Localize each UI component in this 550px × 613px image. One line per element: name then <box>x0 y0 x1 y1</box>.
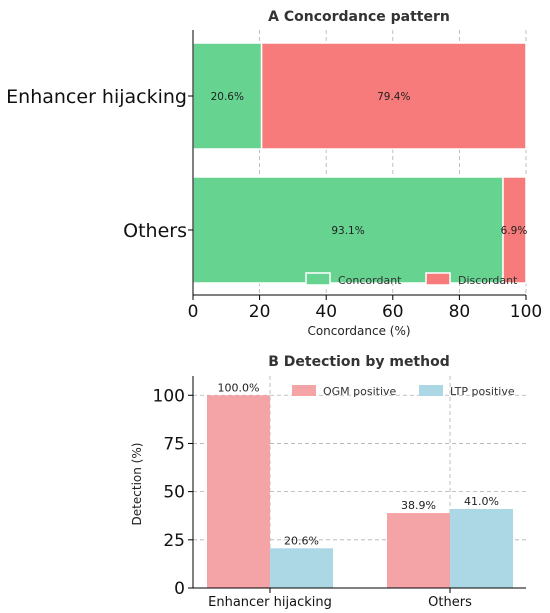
bar-ltp-positive <box>450 508 513 588</box>
panel-a-category-labels: Enhancer hijacking Others <box>6 86 193 242</box>
panel-b-legend: OGM positive LTP positive <box>292 385 515 398</box>
bar-ogm-positive <box>207 395 270 588</box>
data-label: 100.0% <box>218 381 260 394</box>
legend-label: Concordant <box>338 274 402 287</box>
data-label: 6.9% <box>501 225 528 237</box>
panel-a-bars <box>192 42 527 284</box>
bar-discordant <box>502 176 527 284</box>
panel-a-bar-labels: 20.6% 79.4% 93.1% 6.9% <box>211 91 528 237</box>
y-tick-label: 50 <box>163 483 185 503</box>
x-tick-label: 60 <box>382 302 404 322</box>
bar-concordant <box>192 176 504 284</box>
panel-a-concordance: A Concordance pattern 20.6% 79.4% 93.1% 6.9… <box>6 9 542 338</box>
panel-a-x-axis-label: Concordance (%) <box>307 324 410 338</box>
panel-a-axes <box>192 30 526 296</box>
data-label: 41.0% <box>464 495 499 508</box>
category-label: Others <box>123 220 187 242</box>
panel-b-title: B Detection by method <box>268 354 450 370</box>
legend-label: LTP positive <box>450 385 515 398</box>
bar-discordant <box>260 42 527 150</box>
category-label: Others <box>428 595 472 610</box>
x-tick-label: 0 <box>188 302 199 322</box>
panel-b-axes <box>192 376 526 589</box>
bar-concordant <box>192 42 263 150</box>
legend-swatch <box>419 385 443 396</box>
panel-b-y-ticks: 0 25 50 75 100 <box>153 386 193 599</box>
bar-ogm-positive <box>387 513 450 588</box>
y-tick-label: 25 <box>163 531 185 551</box>
panel-b-detection: B Detection by method 100.0% 20.6% 38.9% 41… <box>130 354 526 610</box>
legend-swatch <box>292 385 316 396</box>
panel-a-x-ticks: 0 20 40 60 80 100 <box>188 295 542 322</box>
panel-a-legend: Concordant Discordant <box>305 272 518 287</box>
x-tick-label: 20 <box>249 302 271 322</box>
legend-swatch <box>425 272 451 286</box>
x-tick-label: 80 <box>449 302 471 322</box>
panel-b-bar-labels: 100.0% 20.6% 38.9% 41.0% <box>218 381 499 547</box>
y-tick-label: 100 <box>153 386 185 406</box>
data-label: 79.4% <box>377 91 410 103</box>
panel-b-y-axis-label: Detection (%) <box>130 443 144 526</box>
legend-label: OGM positive <box>323 385 397 398</box>
category-label: Enhancer hijacking <box>208 595 332 610</box>
bar-ltp-positive <box>270 548 333 588</box>
category-label: Enhancer hijacking <box>6 86 187 108</box>
x-tick-label: 100 <box>510 302 542 322</box>
data-label: 20.6% <box>211 91 244 103</box>
legend-label: Discordant <box>458 274 518 287</box>
panel-a-title: A Concordance pattern <box>268 9 450 25</box>
data-label: 93.1% <box>331 225 364 237</box>
panel-b-bars <box>207 395 513 588</box>
data-label: 38.9% <box>401 499 436 512</box>
panel-b-category-labels: Enhancer hijacking Others <box>208 588 472 610</box>
legend-swatch <box>305 272 331 286</box>
y-tick-label: 75 <box>163 434 185 454</box>
y-tick-label: 0 <box>174 579 185 599</box>
x-tick-label: 40 <box>315 302 337 322</box>
data-label: 20.6% <box>284 534 319 547</box>
